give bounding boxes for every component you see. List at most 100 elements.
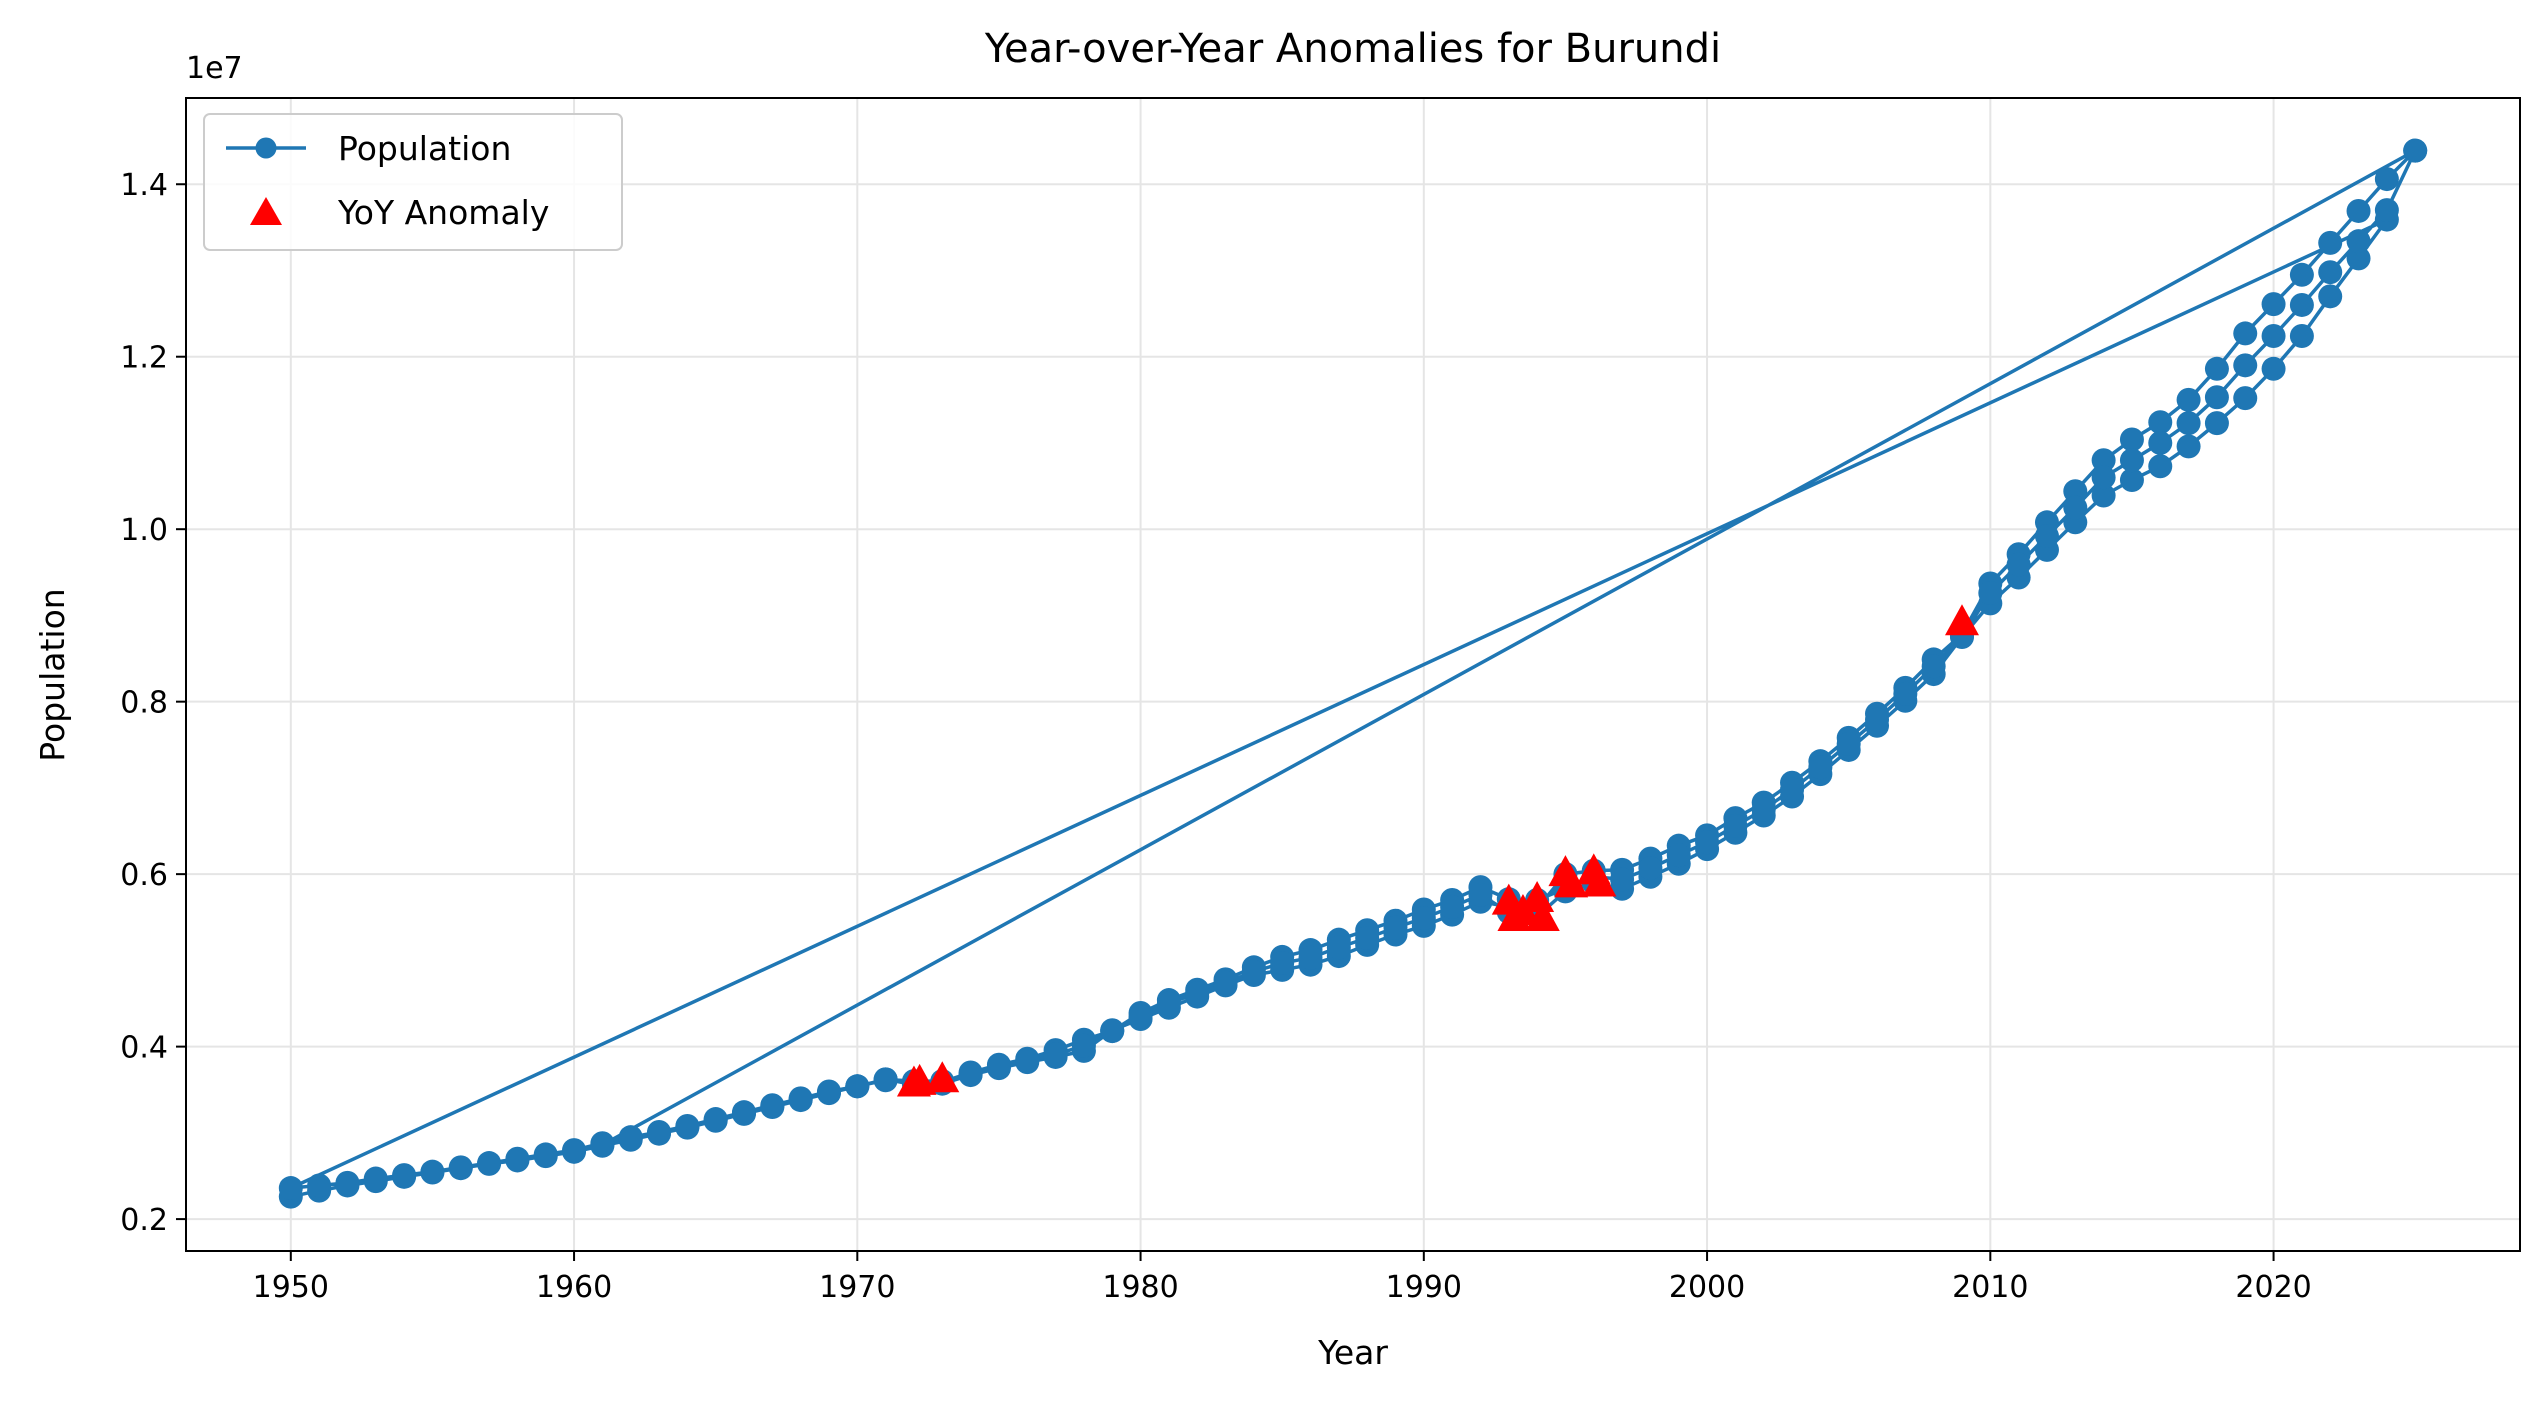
population-point bbox=[278, 1176, 303, 1201]
population-point bbox=[1666, 843, 1691, 868]
legend-anomaly-marker bbox=[250, 197, 282, 225]
x-axis: 1950 1960 1970 1980 1990 2000 2010 2020 bbox=[253, 1251, 2312, 1305]
population-point bbox=[2148, 454, 2173, 479]
population-point bbox=[1213, 970, 1238, 995]
y-tick-label: 0.8 bbox=[120, 686, 168, 721]
population-point bbox=[958, 1062, 983, 1087]
population-point bbox=[1185, 981, 1210, 1006]
population-point bbox=[2403, 138, 2428, 163]
population-point bbox=[1355, 925, 1380, 950]
population-point bbox=[2346, 198, 2371, 223]
y-tick-label: 0.4 bbox=[120, 1031, 168, 1066]
population-point bbox=[307, 1173, 332, 1198]
population-point bbox=[1978, 581, 2003, 606]
y-offset-label: 1e7 bbox=[186, 51, 243, 86]
population-point bbox=[1638, 856, 1663, 881]
population-point bbox=[2318, 284, 2343, 309]
population-point bbox=[2261, 356, 2286, 381]
anomaly-point bbox=[1520, 881, 1555, 913]
population-point bbox=[477, 1151, 502, 1176]
anomaly-markers bbox=[896, 604, 1979, 1097]
population-point bbox=[2318, 260, 2343, 285]
population-point bbox=[2006, 552, 2031, 577]
population-point bbox=[732, 1101, 757, 1126]
population-point bbox=[1043, 1042, 1068, 1067]
population-point bbox=[1808, 755, 1833, 780]
population-point bbox=[2176, 434, 2201, 459]
population-point bbox=[2119, 448, 2144, 473]
population-point bbox=[2289, 262, 2314, 287]
chart-title: Year-over-Year Anomalies for Burundi bbox=[984, 26, 1721, 72]
population-point bbox=[2289, 324, 2314, 349]
population-point bbox=[1071, 1033, 1096, 1058]
x-tick-label: 1960 bbox=[536, 1270, 612, 1305]
population-point bbox=[2176, 411, 2201, 436]
population-point bbox=[675, 1114, 700, 1139]
population-point bbox=[2148, 410, 2173, 435]
population-point bbox=[1270, 950, 1295, 975]
population-point bbox=[2318, 230, 2343, 255]
population-point bbox=[2261, 292, 2286, 317]
population-point bbox=[2346, 246, 2371, 271]
series-markers bbox=[278, 138, 2428, 1209]
legend-box bbox=[203, 113, 623, 251]
x-tick-label: 2000 bbox=[1669, 1270, 1745, 1305]
population-point bbox=[2176, 387, 2201, 412]
population-point bbox=[2204, 356, 2229, 381]
population-point bbox=[2346, 229, 2371, 254]
y-tick-label: 0.2 bbox=[120, 1203, 168, 1238]
population-point bbox=[590, 1132, 615, 1157]
population-point bbox=[420, 1159, 445, 1184]
population-point bbox=[2091, 448, 2116, 473]
population-point bbox=[760, 1094, 785, 1119]
population-point bbox=[363, 1166, 388, 1191]
population-point bbox=[2119, 427, 2144, 452]
y-tick-label: 1.0 bbox=[120, 513, 168, 548]
population-point bbox=[1695, 830, 1720, 855]
x-tick-label: 1980 bbox=[1102, 1270, 1178, 1305]
population-point bbox=[1893, 681, 1918, 706]
x-axis-title: Year bbox=[1317, 1333, 1388, 1372]
population-point bbox=[1836, 731, 1861, 756]
population-point bbox=[816, 1080, 841, 1105]
x-tick-label: 2020 bbox=[2235, 1270, 2311, 1305]
plot-frame bbox=[185, 97, 2521, 1252]
population-point bbox=[1780, 777, 1805, 802]
anomaly-point bbox=[1944, 604, 1979, 636]
y-tick-label: 0.6 bbox=[120, 858, 168, 893]
legend-population-label: Population bbox=[338, 129, 511, 168]
population-point bbox=[533, 1142, 558, 1167]
population-point bbox=[1015, 1048, 1040, 1073]
population-point bbox=[1128, 1004, 1153, 1029]
population-point bbox=[1440, 894, 1465, 919]
population-point bbox=[2233, 321, 2258, 346]
population-point bbox=[1156, 991, 1181, 1016]
population-point bbox=[1865, 707, 1890, 732]
y-tick-label: 1.4 bbox=[120, 168, 168, 203]
population-point bbox=[2091, 483, 2116, 508]
population-point bbox=[2204, 385, 2229, 410]
population-point bbox=[2261, 324, 2286, 349]
x-tick-label: 1970 bbox=[819, 1270, 895, 1305]
population-point bbox=[1298, 945, 1323, 970]
grid-lines bbox=[186, 98, 2520, 1251]
legend-anomaly-label: YoY Anomaly bbox=[337, 193, 549, 232]
population-point bbox=[703, 1107, 728, 1132]
population-point bbox=[562, 1138, 587, 1163]
population-point bbox=[1326, 935, 1351, 960]
population-point bbox=[2374, 167, 2399, 192]
anomaly-point bbox=[925, 1061, 960, 1093]
population-point bbox=[2374, 198, 2399, 223]
population-point bbox=[505, 1146, 530, 1171]
anomaly-point bbox=[1554, 866, 1589, 898]
anomaly-point bbox=[1582, 865, 1617, 897]
legend: Population YoY Anomaly bbox=[203, 113, 623, 251]
population-point bbox=[1610, 867, 1635, 892]
population-point bbox=[986, 1054, 1011, 1079]
x-tick-label: 1990 bbox=[1386, 1270, 1462, 1305]
population-point bbox=[335, 1170, 360, 1195]
anomaly-point bbox=[1525, 899, 1560, 931]
population-point bbox=[2148, 430, 2173, 455]
population-point bbox=[2063, 495, 2088, 520]
